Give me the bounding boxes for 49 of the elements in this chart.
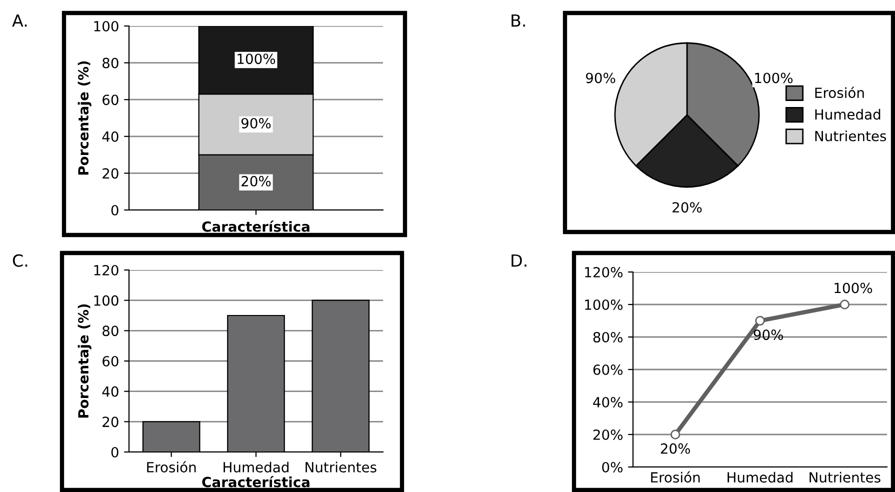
x-tick-label: Humedad xyxy=(224,462,288,472)
x-tick-label: Erosión xyxy=(147,461,196,472)
y-tick-label: 120% xyxy=(585,266,623,278)
x-axis-title: Característica xyxy=(202,476,310,488)
annotation: 20% xyxy=(242,176,271,186)
y-tick-label: 40 xyxy=(102,131,118,142)
y-tick-label: 60% xyxy=(593,364,623,375)
y-axis-title: Porcentaje (%) xyxy=(78,61,92,175)
x-tick-label: Nutrientes xyxy=(810,472,880,483)
point xyxy=(840,300,850,310)
x-tick-label: Nutrientes xyxy=(306,462,376,472)
chart-title: B. xyxy=(512,14,525,27)
x-axis-title: Característica xyxy=(202,220,310,232)
annotation: 90% xyxy=(241,118,271,128)
legend-label: Erosión xyxy=(815,86,864,98)
legend-label: Humedad xyxy=(815,108,880,120)
y-tick-label: 20 xyxy=(102,416,118,428)
y-tick-label: 0 xyxy=(111,446,118,458)
chart-title: A. xyxy=(12,14,27,27)
x-tick-label: Erosión xyxy=(651,471,700,483)
text: 100% xyxy=(755,72,793,84)
point xyxy=(755,316,765,326)
y-tick-label: 100 xyxy=(94,20,118,32)
y-tick-label: 100 xyxy=(94,295,118,306)
chart-title: D. xyxy=(512,254,526,267)
y-tick-label: 40% xyxy=(593,396,623,408)
data-label: 100% xyxy=(834,282,872,294)
y-tick-label: 80 xyxy=(102,58,118,68)
y-tick-label: 120 xyxy=(94,264,118,276)
y-tick-label: 100% xyxy=(585,299,623,310)
y-tick-label: 20 xyxy=(102,168,118,179)
y-tick-label: 60 xyxy=(102,356,118,366)
y-tick-label: 0 xyxy=(111,204,118,216)
y-tick-label: 20% xyxy=(593,429,623,440)
y-tick-label: 0% xyxy=(602,462,623,472)
y-tick-label: 60 xyxy=(102,94,118,106)
chart-title: C. xyxy=(12,254,28,267)
y-axis-title: Porcentaje (%) xyxy=(78,304,92,418)
data-label: 20% xyxy=(660,443,690,454)
y-tick-label: 80 xyxy=(102,326,118,336)
text: 20% xyxy=(672,202,702,213)
data-label: 90% xyxy=(754,330,783,340)
y-tick-label: 40 xyxy=(102,386,118,397)
x-tick-label: Humedad xyxy=(728,472,792,483)
point xyxy=(670,430,680,440)
legend-label: Nutrientes xyxy=(815,130,886,142)
annotation: 100% xyxy=(238,54,276,64)
y-tick-label: 80% xyxy=(593,332,623,342)
text: 90% xyxy=(586,72,616,84)
